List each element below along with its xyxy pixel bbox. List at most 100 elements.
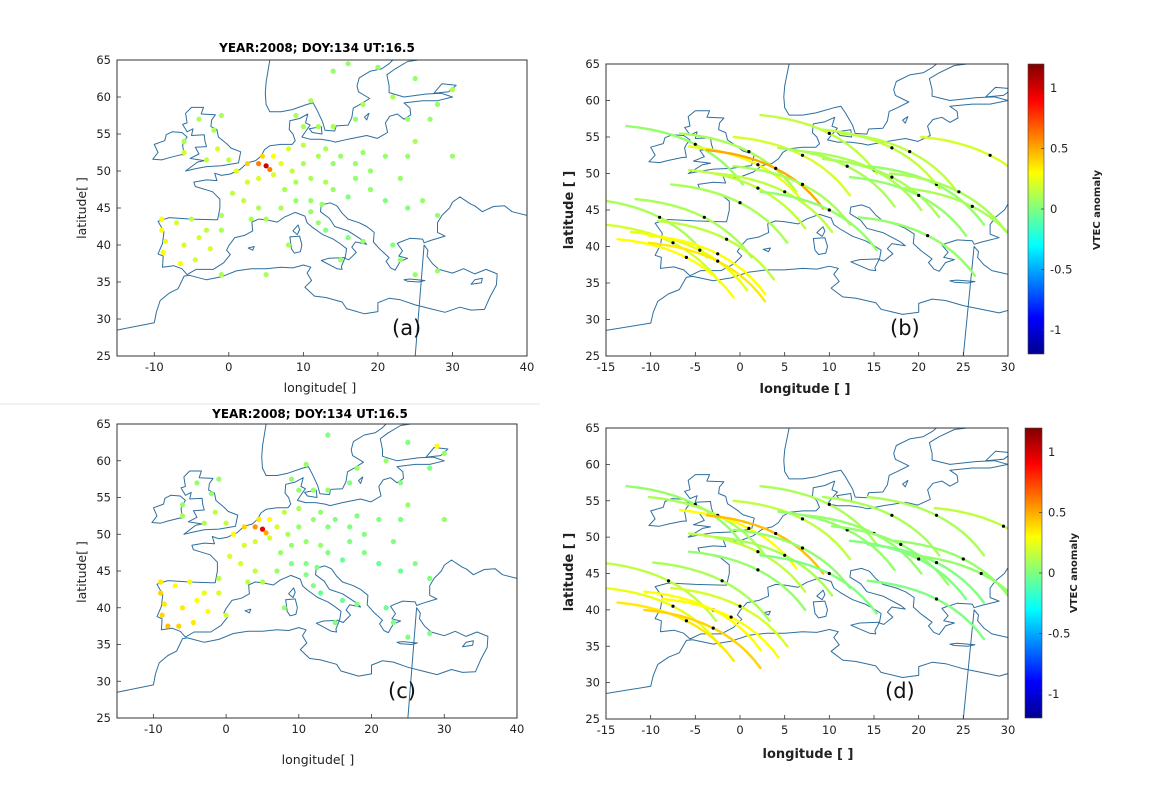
coastline-segment	[949, 642, 976, 647]
track-position-dot	[747, 526, 751, 531]
track-position-dot	[702, 215, 706, 219]
x-tick-label: 20	[371, 360, 386, 374]
coastline-segment	[850, 258, 880, 272]
station-marker	[162, 238, 169, 244]
coastline-segment	[783, 64, 937, 135]
station-marker	[412, 561, 418, 567]
y-tick-label: 55	[96, 127, 111, 141]
station-marker	[296, 505, 302, 512]
station-marker	[211, 127, 217, 133]
station-marker	[405, 502, 411, 508]
station-marker	[160, 249, 166, 255]
station-marker	[397, 175, 403, 181]
y-tick-label: 35	[585, 639, 600, 653]
station-marker	[352, 161, 359, 167]
coastline-segment	[247, 246, 255, 251]
track-position-dot	[827, 571, 831, 576]
panel-b-ylabel: latitude [ ]	[562, 171, 577, 249]
track-position-dot	[698, 248, 702, 252]
station-marker	[308, 175, 314, 181]
station-marker	[172, 583, 178, 589]
panel-a-clipped	[117, 60, 527, 356]
station-marker	[375, 64, 381, 70]
panel-d-letter: (d)	[885, 679, 915, 703]
station-marker	[274, 524, 280, 530]
track-position-dot	[926, 234, 930, 238]
station-marker	[270, 153, 277, 159]
station-marker	[441, 450, 447, 456]
panel-d-clipped	[606, 428, 1008, 719]
panel-a-title: YEAR:2008; DOY:134 UT:16.5	[218, 41, 415, 55]
x-tick-label: 30	[445, 360, 460, 374]
y-tick-label: 50	[96, 527, 111, 541]
station-marker	[267, 516, 273, 523]
track-position-dot	[827, 131, 831, 135]
y-tick-label: 45	[96, 564, 111, 578]
station-marker	[352, 175, 359, 181]
station-marker	[338, 153, 344, 159]
station-marker	[360, 101, 366, 107]
station-marker	[315, 220, 321, 226]
coastline-segment	[182, 106, 242, 172]
station-marker	[315, 153, 321, 159]
x-tick-label: 30	[437, 722, 452, 736]
x-tick-label: -10	[641, 723, 660, 737]
panel-c-letter: (c)	[388, 679, 416, 703]
coastline-segment	[364, 112, 370, 121]
coastline-segment	[433, 83, 457, 94]
station-marker	[196, 116, 202, 122]
station-marker	[360, 149, 366, 156]
x-tick-label: 0	[222, 722, 229, 736]
station-marker	[179, 502, 186, 508]
panel-d-ylabel: latitude [ ]	[562, 533, 577, 611]
panel-a-xlabel: longitude[ ]	[284, 380, 357, 395]
station-marker	[427, 116, 433, 122]
track-position-dot	[827, 502, 831, 506]
x-tick-label: 20	[911, 723, 926, 737]
station-marker	[174, 220, 180, 226]
station-marker	[405, 153, 411, 159]
track-position-dot	[756, 186, 760, 190]
coastline-segment	[396, 641, 418, 645]
x-tick-label: -10	[145, 360, 164, 374]
station-marker	[405, 116, 411, 122]
track-position-dot	[970, 204, 974, 208]
y-tick-label: 50	[96, 164, 111, 178]
station-marker	[347, 480, 353, 486]
track-position-dot	[934, 597, 939, 601]
station-marker	[212, 509, 218, 515]
y-tick-label: 45	[585, 567, 600, 581]
station-marker	[267, 166, 273, 173]
track-position-dot	[756, 163, 760, 167]
station-marker	[230, 531, 236, 537]
coastline-segment	[606, 609, 1008, 719]
track-position-dot	[693, 142, 697, 146]
coastline-segment	[425, 447, 449, 458]
coastline-segment	[985, 450, 1008, 462]
station-marker	[354, 513, 360, 519]
station-marker	[339, 597, 346, 604]
station-marker	[282, 186, 288, 193]
station-marker	[181, 149, 187, 156]
y-tick-label: 35	[585, 276, 600, 290]
panel-a-letter: (a)	[392, 316, 421, 340]
station-marker	[285, 146, 292, 152]
station-marker	[412, 272, 418, 278]
station-marker	[398, 568, 404, 574]
coastline-segment	[117, 607, 489, 718]
station-marker	[218, 112, 224, 119]
coastline-segment	[783, 428, 937, 499]
coastline-segment	[654, 64, 1008, 277]
track-position-dot	[961, 557, 965, 561]
station-marker	[192, 257, 198, 263]
station-marker	[308, 209, 314, 215]
station-marker	[330, 186, 336, 193]
panel-c-plot-area: -10 0 10 20 30 40 25 30 35 40 45 50 55 60 65	[96, 417, 524, 736]
track-position-dot	[827, 208, 831, 212]
station-marker	[360, 238, 366, 244]
satellite-track	[678, 132, 798, 193]
coastline-segment	[470, 277, 483, 285]
y-tick-label: 25	[96, 349, 111, 363]
y-tick-label: 35	[96, 638, 111, 652]
y-tick-label: 40	[585, 240, 600, 254]
